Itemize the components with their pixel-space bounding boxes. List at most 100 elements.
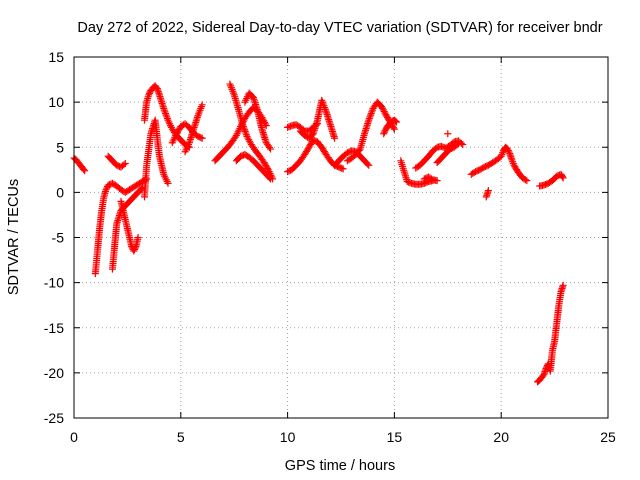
series-arc-07: [140, 82, 193, 151]
data-point: [163, 113, 171, 121]
data-point: [391, 117, 399, 125]
y-tick-label: -15: [44, 320, 64, 336]
data-point: [243, 132, 251, 140]
series-arc-03: [104, 152, 129, 171]
data-point: [393, 118, 401, 126]
data-point: [163, 114, 171, 122]
data-point: [364, 160, 372, 168]
data-point: [433, 177, 441, 185]
data-point: [367, 111, 375, 119]
plot-frame: [73, 56, 609, 419]
series-arc-27: [536, 170, 567, 190]
data-point: [245, 136, 253, 144]
data-point: [365, 161, 373, 169]
x-tick-label: 10: [280, 429, 296, 445]
series-arc-28: [534, 281, 567, 386]
data-point: [453, 141, 461, 149]
data-point: [161, 108, 169, 116]
data-point: [339, 165, 347, 173]
data-point: [267, 175, 275, 183]
series-arc-09: [181, 101, 206, 156]
data-point: [120, 161, 128, 169]
data-point: [242, 131, 250, 139]
data-point: [505, 148, 513, 156]
x-tick-label: 0: [70, 429, 78, 445]
data-point: [197, 134, 205, 142]
data-point: [366, 113, 374, 121]
data-point: [380, 128, 388, 136]
data-point: [559, 174, 567, 182]
data-point: [559, 281, 567, 289]
data-points: [70, 80, 567, 386]
data-point: [338, 164, 346, 172]
x-tick-label: 25: [600, 429, 616, 445]
data-point: [241, 127, 249, 135]
data-point: [164, 179, 172, 187]
series-arc-01: [70, 154, 89, 175]
data-point: [379, 106, 387, 114]
chart-title: Day 272 of 2022, Sidereal Day-to-day VTE…: [77, 20, 602, 36]
data-point: [444, 130, 452, 138]
data-point: [145, 91, 153, 99]
data-point: [131, 244, 139, 252]
data-point: [368, 106, 376, 114]
data-point: [265, 174, 273, 182]
data-point: [378, 104, 386, 112]
series-arc-25: [467, 143, 531, 185]
series-arc-23: [420, 173, 441, 185]
data-point: [265, 143, 273, 151]
data-point: [355, 146, 363, 154]
series-arc-26: [482, 187, 492, 201]
data-point: [331, 134, 339, 142]
series-arc-20: [397, 157, 437, 188]
data-point: [121, 159, 129, 167]
data-point: [390, 125, 398, 133]
series-arc-02: [91, 175, 151, 278]
data-point: [380, 108, 388, 116]
data-point: [134, 234, 142, 241]
y-tick-label: 15: [48, 49, 64, 65]
data-point: [130, 247, 138, 255]
data-point: [81, 167, 89, 175]
data-point: [264, 164, 272, 172]
data-point: [381, 109, 389, 117]
series-arc-04: [108, 184, 146, 273]
x-tick-label: 20: [493, 429, 509, 445]
data-point: [367, 109, 375, 117]
x-axis-label: GPS time / hours: [285, 458, 395, 474]
series-arc-17: [331, 147, 373, 169]
data-point: [244, 134, 252, 142]
data-point: [365, 116, 373, 124]
axis-ticks: 0 5 10 15 20 25 -25 -20 -15 -10 -5 0 5 10 15: [44, 49, 616, 445]
data-point: [80, 165, 88, 173]
data-point: [102, 186, 110, 194]
x-tick-label: 15: [387, 429, 403, 445]
data-point: [160, 106, 168, 114]
data-point: [504, 147, 512, 155]
series-arc-14: [284, 136, 347, 176]
data-point: [241, 126, 249, 134]
series-arc-13: [241, 89, 275, 153]
data-point: [378, 103, 386, 111]
data-point: [484, 187, 492, 195]
data-point: [558, 173, 566, 181]
data-point: [162, 111, 170, 119]
y-tick-label: -25: [44, 410, 64, 426]
y-tick-label: 10: [48, 94, 64, 110]
data-point: [239, 122, 247, 130]
data-point: [454, 140, 462, 148]
series-arc-06: [140, 116, 172, 201]
series-arc-22: [433, 140, 462, 167]
data-point: [539, 372, 547, 380]
series-arc-11: [226, 80, 277, 183]
data-point: [246, 137, 254, 145]
data-point: [103, 184, 111, 192]
data-point: [380, 130, 388, 138]
x-tick-label: 5: [177, 429, 185, 445]
series-arc-19: [380, 116, 401, 138]
data-point: [242, 129, 250, 137]
y-axis-label: SDTVAR / TECUs: [6, 179, 22, 295]
data-point: [390, 124, 398, 132]
data-point: [131, 246, 139, 254]
